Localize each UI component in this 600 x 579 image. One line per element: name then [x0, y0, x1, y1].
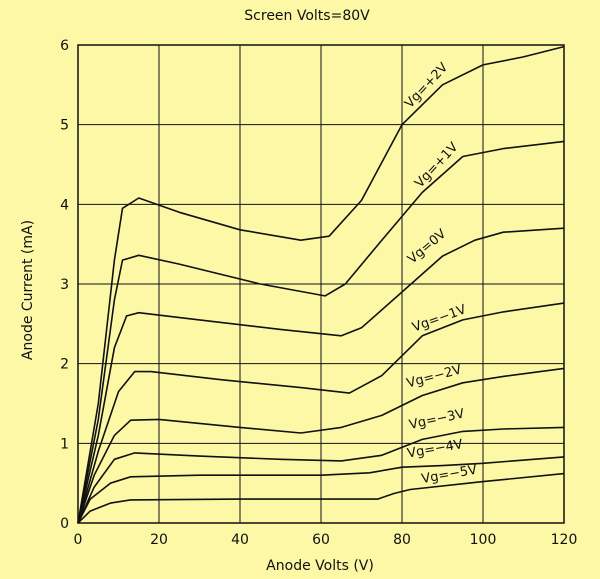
axis-ticks: 0 20 40 60 80 100 120 0 1 2 3 4 5 6: [60, 38, 577, 548]
y-axis-label: Anode Current (mA): [20, 220, 36, 360]
curve-line: [77, 456, 565, 524]
x-tick-label: 60: [312, 532, 330, 548]
x-axis-label: Anode Volts (V): [266, 558, 374, 574]
curve-line: [77, 45, 565, 524]
x-tick-label: 120: [551, 532, 578, 548]
curve-line: [77, 367, 565, 524]
y-tick-label: 5: [60, 118, 69, 134]
x-tick-label: 0: [74, 532, 83, 548]
x-tick-label: 20: [150, 532, 168, 548]
y-tick-label: 6: [60, 38, 69, 54]
curve-line: [77, 472, 565, 524]
y-tick-label: 3: [60, 277, 69, 293]
curve-line: [77, 227, 565, 524]
plot-frame: [77, 44, 565, 524]
plot-curves: [77, 45, 565, 524]
y-tick-label: 1: [60, 436, 69, 452]
x-tick-label: 40: [231, 532, 249, 548]
y-tick-label: 4: [60, 197, 69, 213]
curve-line: [77, 302, 565, 524]
x-tick-label: 100: [470, 532, 497, 548]
chart-title: Screen Volts=80V: [244, 8, 370, 24]
y-tick-label: 2: [60, 357, 69, 373]
curve-line: [77, 140, 565, 524]
curve-line: [77, 426, 565, 524]
x-tick-label: 80: [393, 532, 411, 548]
y-tick-label: 0: [60, 516, 69, 532]
